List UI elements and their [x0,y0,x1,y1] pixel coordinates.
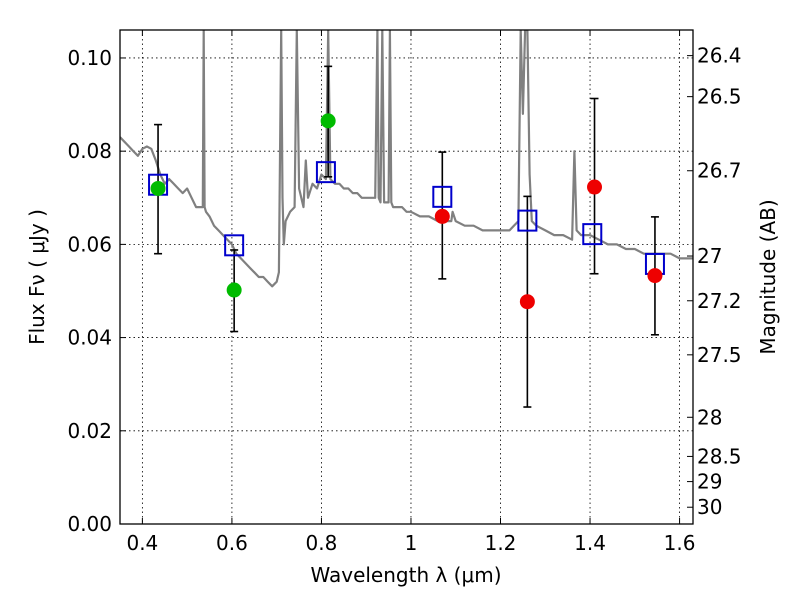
model-square-point [517,209,538,232]
nir-data-point [587,179,603,195]
right-tick-label: 29 [697,470,722,494]
y-axis-label: Flux Fν ( μJy ) [25,209,49,345]
y-tick-label: 0.02 [67,419,112,443]
optical-data-point [150,180,166,196]
nir-data-point [647,268,663,284]
optical-data-point [320,113,336,129]
model-square-point [315,161,336,184]
right-tick-label: 27.5 [697,343,742,367]
right-tick-label: 30 [697,495,722,519]
x-tick-label: 0.6 [216,531,248,555]
model-square-point [582,223,603,246]
model-square-point [432,185,453,208]
right-axis-label: Magnitude (AB) [756,199,780,354]
model-square-point [224,234,245,257]
nir-data-point [434,208,450,224]
right-tick-label: 28.5 [697,444,742,468]
y-tick-label: 0.06 [67,232,112,256]
y-tick-label: 0.10 [67,46,112,70]
x-tick-label: 0.8 [306,531,338,555]
right-tick-label: 26.4 [697,44,742,68]
x-tick-label: 0.4 [126,531,158,555]
y-tick-label: 0.04 [67,326,112,350]
x-tick-label: 1 [405,531,418,555]
right-tick-label: 27 [697,244,722,268]
right-tick-label: 26.5 [697,85,742,109]
y-tick-label: 0.00 [67,512,112,536]
x-tick-label: 1.2 [485,531,517,555]
x-tick-label: 1.6 [664,531,696,555]
x-tick-label: 1.4 [574,531,606,555]
right-tick-label: 28 [697,405,722,429]
axis-ticks: 0.4 0.6 0.8 1 1.2 1.4 1.6 0.00 0.02 0.04 0.06 0.08 0… [67,30,742,555]
nir-data-point [519,294,535,310]
axes-frame [119,29,694,525]
spectrum-line [120,30,693,288]
plot-area [120,30,693,408]
right-tick-label: 27.2 [697,289,742,313]
y-tick-label: 0.08 [67,139,112,163]
right-tick-label: 26.7 [697,159,742,183]
x-axis-label: Wavelength λ (μm) [310,563,501,587]
optical-data-point [226,282,242,298]
grid-lines [120,30,693,524]
